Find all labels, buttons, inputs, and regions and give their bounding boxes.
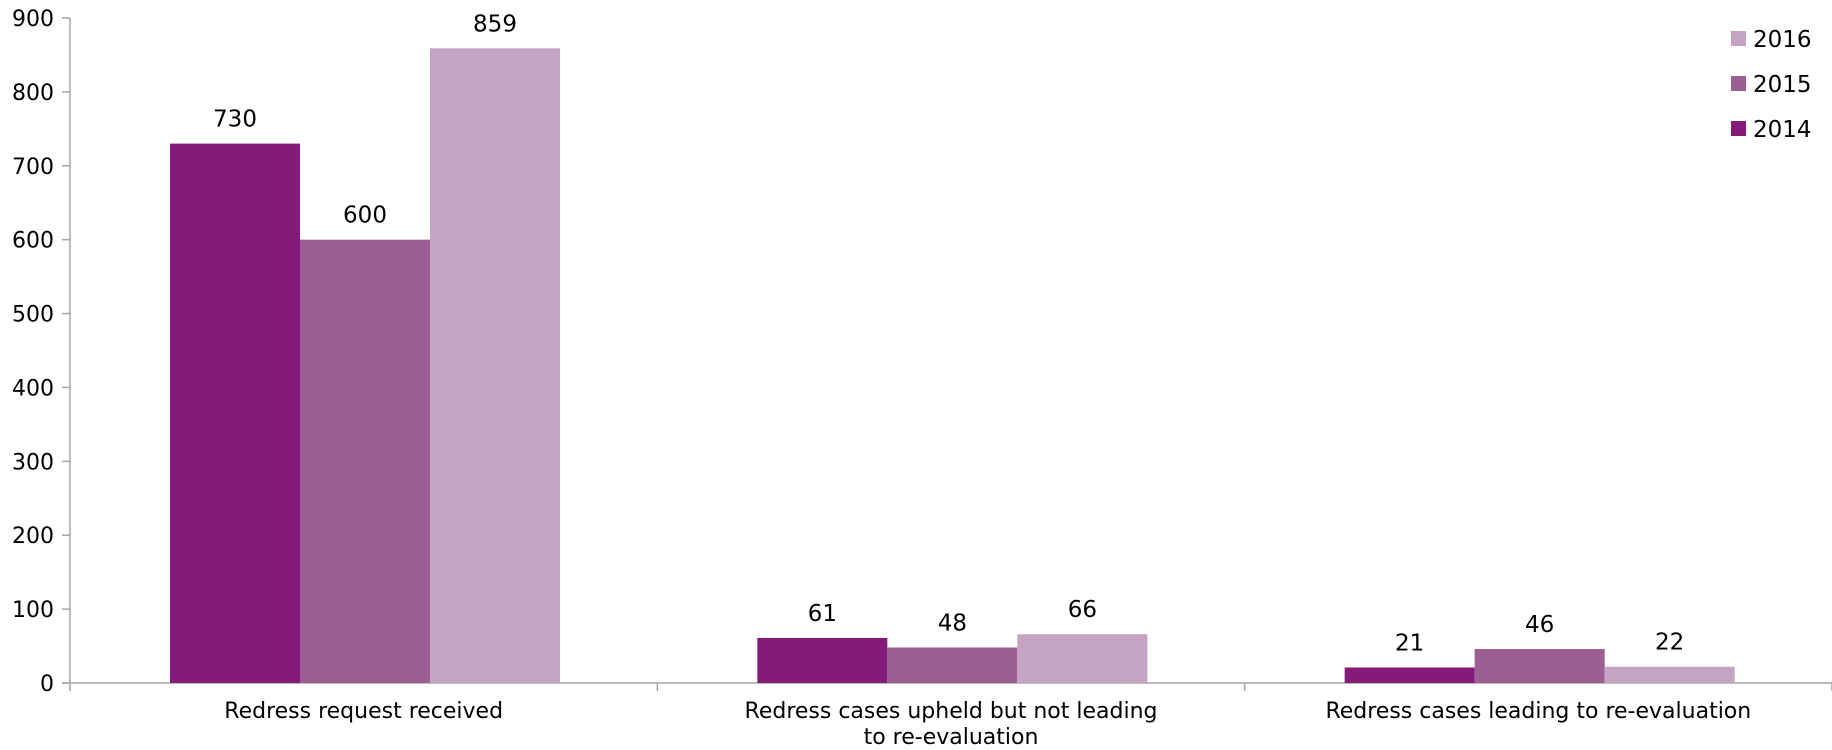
y-tick-label: 200 xyxy=(12,524,54,549)
category-label-line: Redress cases upheld but not leading xyxy=(745,699,1158,724)
legend-swatch-2015 xyxy=(1731,76,1746,91)
data-label: 600 xyxy=(343,203,387,229)
data-label: 66 xyxy=(1068,597,1097,623)
y-tick-label: 300 xyxy=(12,450,54,475)
legend-swatch-2016 xyxy=(1731,31,1746,46)
bar-2014 xyxy=(1344,667,1475,683)
category-label: Redress request received xyxy=(224,699,503,724)
legend-label-2016: 2016 xyxy=(1753,27,1812,53)
category-label-line: Redress request received xyxy=(224,699,503,724)
category-label: Redress cases leading to re-evaluation xyxy=(1325,699,1751,724)
bar-2015 xyxy=(887,647,1018,683)
y-tick-label: 0 xyxy=(40,672,54,697)
bar-2014 xyxy=(170,143,300,684)
category-label-line: Redress cases leading to re-evaluation xyxy=(1325,699,1751,724)
y-tick-label: 700 xyxy=(12,155,54,180)
bar-2015 xyxy=(1474,649,1605,683)
y-tick-label: 500 xyxy=(12,303,54,328)
y-tick-label: 800 xyxy=(12,81,54,106)
y-tick-label: 400 xyxy=(12,376,54,401)
category-label-line: to re-evaluation xyxy=(864,725,1039,750)
bar-2016 xyxy=(430,48,560,684)
data-label: 22 xyxy=(1655,630,1684,656)
data-label: 730 xyxy=(213,107,257,133)
data-label: 21 xyxy=(1395,630,1424,656)
legend-label-2014: 2014 xyxy=(1753,117,1812,143)
data-label: 48 xyxy=(938,611,967,637)
legend-swatch-2014 xyxy=(1731,121,1746,136)
bar-2016 xyxy=(1604,666,1735,683)
bar-2015 xyxy=(300,239,430,683)
data-label: 46 xyxy=(1525,612,1554,638)
data-label: 61 xyxy=(808,601,837,627)
y-tick-label: 600 xyxy=(12,229,54,254)
bar-2014 xyxy=(757,637,888,683)
y-tick-label: 100 xyxy=(12,598,54,623)
y-tick-label: 900 xyxy=(12,7,54,32)
legend-label-2015: 2015 xyxy=(1753,72,1812,98)
bar-2016 xyxy=(1017,634,1148,683)
data-label: 859 xyxy=(473,11,517,37)
category-label: Redress cases upheld but not leading to r… xyxy=(745,699,1158,750)
